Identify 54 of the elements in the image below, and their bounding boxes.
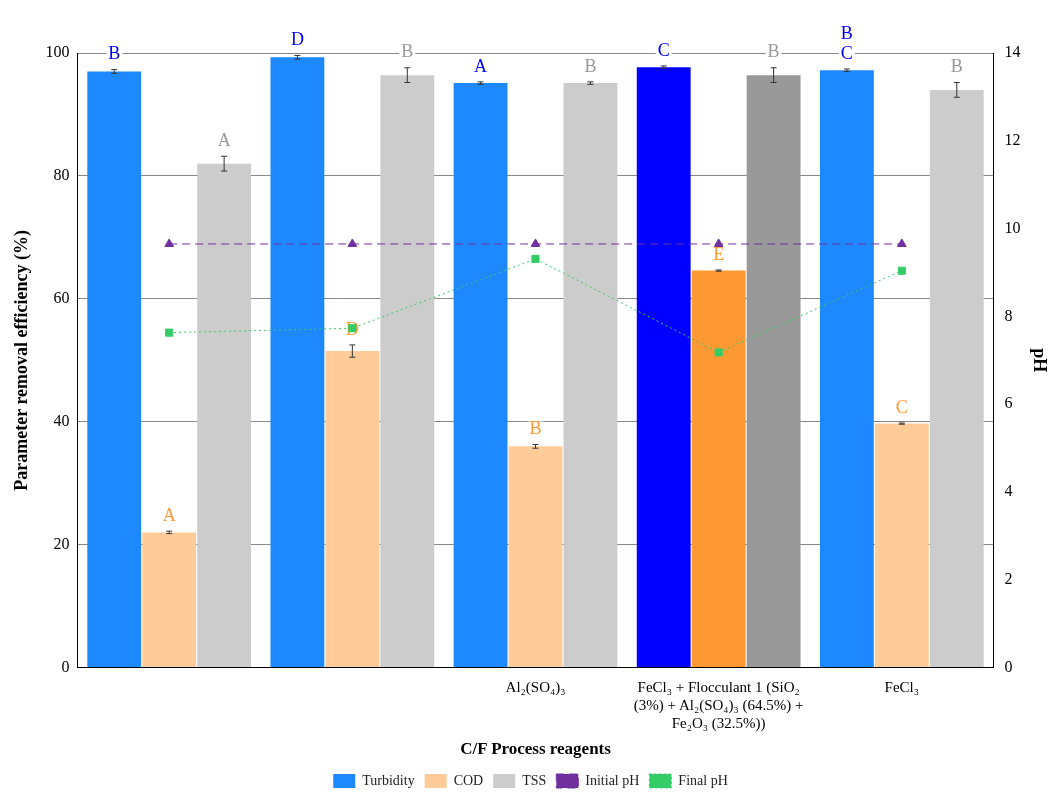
- y2-tick-label: 8: [1004, 306, 1013, 324]
- x-axis-title: C/F Process reagents: [460, 739, 612, 759]
- bar: [636, 67, 691, 668]
- bar: [819, 70, 874, 668]
- data-label: B C: [840, 22, 853, 63]
- y2-tick-label: 14: [1004, 43, 1021, 61]
- bar: [380, 75, 435, 668]
- data-label: B: [950, 56, 963, 77]
- y2-tick-label: 2: [1004, 570, 1013, 587]
- y-tick-label: 60: [53, 289, 70, 307]
- bar: [197, 163, 252, 668]
- data-label: A: [217, 129, 231, 150]
- bar: [874, 423, 929, 668]
- bar: [691, 270, 746, 668]
- x-tick-label: Al₂(SO₄)₃: [505, 678, 566, 696]
- bar: [453, 83, 508, 668]
- bar: [325, 351, 380, 668]
- data-label: E: [713, 243, 725, 264]
- data-label: C: [657, 39, 670, 60]
- y2-axis-title: pH: [1029, 348, 1050, 373]
- legend-label: Final pH: [678, 772, 728, 788]
- y-axis-title: Parameter removal efficiency (%): [11, 229, 33, 491]
- bar: [563, 83, 618, 668]
- legend-label: COD: [453, 772, 484, 788]
- data-label: B: [584, 55, 597, 76]
- data-label: C: [895, 396, 908, 417]
- legend-label: Turbidity: [362, 772, 415, 788]
- data-label: B: [401, 41, 414, 62]
- bar: [142, 532, 197, 668]
- y2-tick-label: 12: [1004, 131, 1021, 148]
- y2-tick-label: 10: [1004, 218, 1021, 236]
- y-tick-label: 0: [61, 657, 70, 675]
- y2-tick-label: 6: [1004, 394, 1013, 412]
- y-tick-label: 100: [45, 43, 70, 61]
- data-label: A: [474, 55, 488, 76]
- data-label: B: [108, 43, 121, 64]
- y-tick-label: 20: [53, 534, 70, 552]
- bar: [746, 75, 801, 668]
- legend-label: TSS: [522, 772, 547, 788]
- y2-tick-label: 0: [1004, 657, 1013, 675]
- y-tick-label: 80: [53, 166, 70, 184]
- data-label: B: [529, 418, 542, 439]
- bar: [270, 57, 325, 668]
- data-label: A: [162, 504, 176, 525]
- bar: [508, 446, 563, 668]
- x-tick-label: FeCl₃ + Flocculant 1 (SiO₂ (3%) + Al₂(SO₄)₃ (64.5%) + Fe₂O₃ (32.5%)): [633, 678, 804, 732]
- legend-label: Initial pH: [585, 772, 640, 788]
- data-label: B: [767, 41, 780, 62]
- bar: [929, 89, 984, 668]
- y2-tick-label: 4: [1004, 482, 1013, 500]
- bar: [87, 71, 142, 668]
- data-label: D: [290, 29, 304, 50]
- y-tick-label: 40: [53, 411, 70, 429]
- x-tick-label: FeCl₃: [884, 678, 920, 695]
